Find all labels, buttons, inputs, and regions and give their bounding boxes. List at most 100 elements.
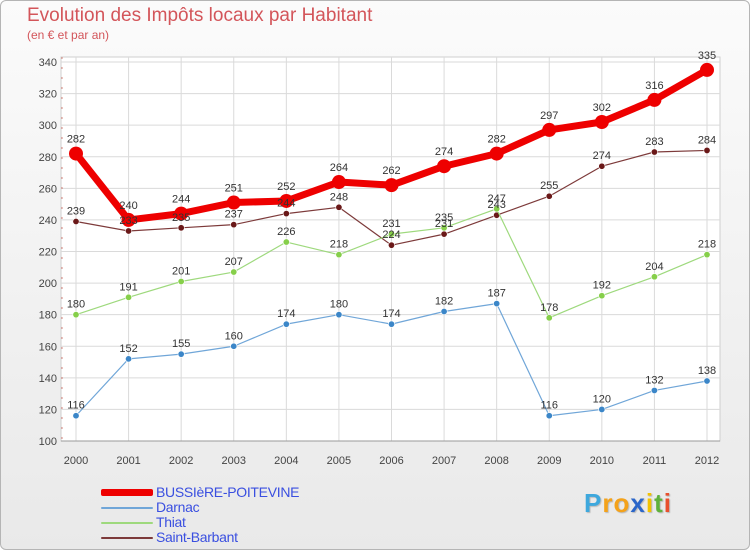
data-point	[650, 273, 658, 281]
logo-letter: o	[613, 488, 631, 518]
data-point	[542, 122, 557, 137]
x-tick-label: 2010	[590, 455, 614, 467]
data-label: 335	[698, 50, 716, 62]
x-tick-label: 2003	[222, 455, 246, 467]
data-label: 152	[119, 343, 137, 355]
legend-label: Darnac	[156, 499, 200, 515]
data-point	[72, 217, 80, 225]
data-point	[594, 115, 609, 130]
x-tick-label: 2009	[537, 455, 561, 467]
legend-swatch	[101, 506, 153, 509]
logo-letter: x	[630, 488, 646, 518]
data-point	[230, 221, 238, 229]
y-tick-label: 120	[39, 404, 57, 416]
data-label: 252	[277, 181, 295, 193]
data-point	[384, 178, 399, 193]
data-label: 235	[172, 212, 190, 224]
data-label: 178	[540, 302, 558, 314]
data-point	[703, 377, 711, 385]
data-point	[69, 146, 83, 161]
data-label: 233	[119, 215, 137, 227]
data-label: 255	[540, 180, 558, 192]
data-label: 244	[172, 194, 190, 206]
data-point	[174, 206, 189, 221]
data-point	[647, 92, 662, 107]
data-label: 264	[330, 162, 348, 174]
logo-letter: P	[584, 488, 603, 518]
logo-letter: i	[645, 488, 655, 518]
data-label: 201	[172, 266, 190, 278]
data-point	[335, 251, 343, 259]
data-label: 224	[382, 229, 400, 241]
data-point	[650, 148, 658, 156]
data-label: 226	[277, 226, 295, 238]
data-label: 218	[330, 239, 348, 251]
legend-label: Thiat	[156, 514, 186, 530]
data-label: 237	[225, 209, 243, 221]
data-point	[598, 162, 606, 170]
y-tick-label: 240	[39, 215, 57, 227]
data-label: 282	[67, 134, 85, 146]
y-tick-label: 220	[39, 247, 57, 259]
x-tick-label: 2011	[643, 455, 667, 467]
y-tick-label: 160	[39, 341, 57, 353]
data-point	[72, 311, 80, 319]
data-label: 248	[330, 191, 348, 203]
legend-swatch	[101, 489, 153, 496]
data-point	[335, 311, 343, 319]
data-label: 218	[698, 239, 716, 251]
data-point	[440, 230, 448, 238]
data-label: 120	[593, 393, 611, 405]
data-label: 251	[225, 183, 243, 195]
data-point	[125, 355, 133, 363]
data-label: 284	[698, 134, 716, 146]
data-label: 191	[119, 281, 137, 293]
data-point	[598, 292, 606, 300]
data-label: 180	[67, 299, 85, 311]
logo-letter: r	[602, 488, 614, 518]
data-point	[72, 412, 80, 420]
data-point	[125, 293, 133, 301]
y-tick-label: 140	[39, 373, 57, 385]
chart-subtitle: (en € et par an)	[27, 28, 110, 42]
data-point	[440, 224, 448, 232]
data-label: 282	[487, 134, 505, 146]
legend-label: Saint-Barbant	[156, 529, 238, 545]
data-point	[282, 238, 290, 246]
data-point	[387, 230, 395, 238]
data-point	[440, 308, 448, 316]
x-tick-label: 2004	[274, 455, 298, 467]
logo-letter: t	[654, 488, 664, 518]
data-point	[125, 227, 133, 235]
data-label: 116	[540, 400, 558, 412]
data-label: 138	[698, 365, 716, 377]
x-tick-label: 2005	[327, 455, 351, 467]
y-tick-label: 260	[39, 183, 57, 195]
data-label: 231	[382, 218, 400, 230]
x-tick-label: 2001	[116, 455, 140, 467]
legend-swatch	[101, 536, 153, 539]
data-label: 207	[225, 256, 243, 268]
data-point	[489, 146, 504, 161]
data-point	[650, 386, 658, 394]
data-label: 316	[645, 80, 663, 92]
data-label: 247	[487, 193, 505, 205]
data-point	[226, 195, 241, 210]
data-point	[545, 314, 553, 322]
x-tick-label: 2000	[64, 455, 88, 467]
data-label: 239	[67, 205, 85, 217]
data-label: 231	[435, 218, 453, 230]
x-tick-label: 2008	[484, 455, 508, 467]
data-label: 262	[382, 165, 400, 177]
data-point	[703, 251, 711, 259]
data-label: 243	[487, 199, 505, 211]
data-label: 174	[382, 308, 400, 320]
data-label: 274	[435, 146, 453, 158]
data-point	[230, 342, 238, 350]
data-label: 155	[172, 338, 190, 350]
data-label: 192	[593, 280, 611, 292]
proxiti-logo: Proxiti	[584, 488, 672, 519]
data-label: 240	[119, 200, 137, 212]
data-point	[177, 224, 185, 232]
